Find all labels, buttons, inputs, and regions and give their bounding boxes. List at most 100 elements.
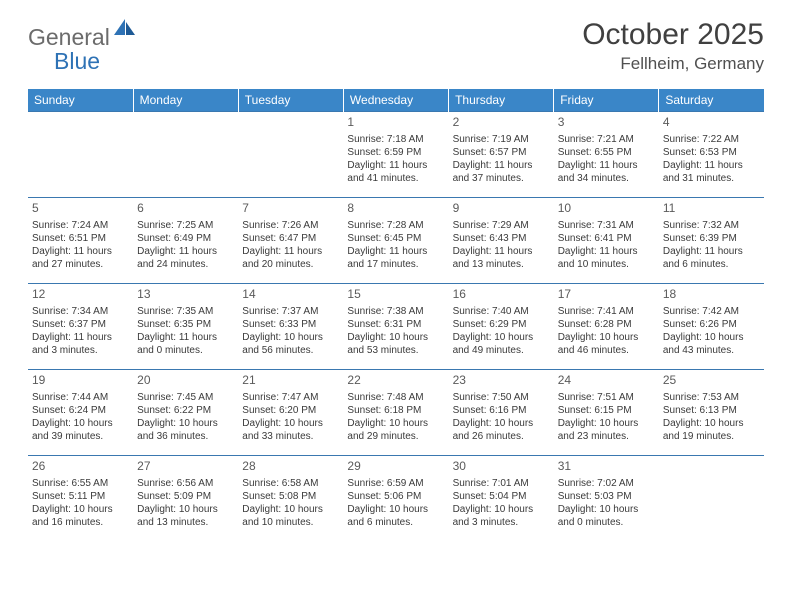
- daylight-text: and 53 minutes.: [347, 344, 444, 357]
- day-number: 16: [453, 287, 550, 303]
- daylight-text: and 27 minutes.: [32, 258, 129, 271]
- sunrise-text: Sunrise: 7:47 AM: [242, 391, 339, 404]
- day-number: 9: [453, 201, 550, 217]
- sunrise-text: Sunrise: 7:28 AM: [347, 219, 444, 232]
- logo-text-blue: Blue: [54, 48, 100, 74]
- sunset-text: Sunset: 6:16 PM: [453, 404, 550, 417]
- daylight-text: and 37 minutes.: [453, 172, 550, 185]
- sunset-text: Sunset: 6:33 PM: [242, 318, 339, 331]
- daylight-text: Daylight: 11 hours: [32, 245, 129, 258]
- calendar-week-row: 19Sunrise: 7:44 AMSunset: 6:24 PMDayligh…: [28, 370, 764, 456]
- calendar-week-row: 12Sunrise: 7:34 AMSunset: 6:37 PMDayligh…: [28, 284, 764, 370]
- daylight-text: Daylight: 10 hours: [347, 503, 444, 516]
- day-number: 21: [242, 373, 339, 389]
- daylight-text: and 0 minutes.: [558, 516, 655, 529]
- calendar-day-cell: 8Sunrise: 7:28 AMSunset: 6:45 PMDaylight…: [343, 198, 448, 284]
- day-number: 31: [558, 459, 655, 475]
- daylight-text: Daylight: 10 hours: [347, 417, 444, 430]
- calendar-day-cell: 14 Sunrise: 7:37 AMSunset: 6:33 PMDayligh…: [238, 284, 343, 370]
- calendar-day-cell: 15Sunrise: 7:38 AMSunset: 6:31 PMDayligh…: [343, 284, 448, 370]
- weekday-header: Tuesday: [238, 89, 343, 112]
- location: Fellheim, Germany: [582, 54, 764, 74]
- sunrise-text: Sunrise: 7:50 AM: [453, 391, 550, 404]
- sunrise-text: Sunrise: 7:42 AM: [663, 305, 760, 318]
- sunset-text: Sunset: 5:08 PM: [242, 490, 339, 503]
- day-number: 14: [242, 287, 339, 303]
- daylight-text: and 13 minutes.: [453, 258, 550, 271]
- calendar-day-cell: 27Sunrise: 6:56 AMSunset: 5:09 PMDayligh…: [133, 456, 238, 542]
- calendar-day-cell: 30Sunrise: 7:01 AMSunset: 5:04 PMDayligh…: [449, 456, 554, 542]
- calendar-day-cell: 3Sunrise: 7:21 AMSunset: 6:55 PMDaylight…: [554, 112, 659, 198]
- daylight-text: Daylight: 10 hours: [558, 503, 655, 516]
- day-number: 22: [347, 373, 444, 389]
- calendar-body: 1Sunrise: 7:18 AMSunset: 6:59 PMDaylight…: [28, 112, 764, 542]
- calendar-day-cell: 1Sunrise: 7:18 AMSunset: 6:59 PMDaylight…: [343, 112, 448, 198]
- day-number: 23: [453, 373, 550, 389]
- calendar-day-cell: 26Sunrise: 6:55 AMSunset: 5:11 PMDayligh…: [28, 456, 133, 542]
- sunset-text: Sunset: 6:15 PM: [558, 404, 655, 417]
- calendar-day-cell: 24Sunrise: 7:51 AMSunset: 6:15 PMDayligh…: [554, 370, 659, 456]
- day-number: 4: [663, 115, 760, 131]
- sunrise-text: Sunrise: 7:25 AM: [137, 219, 234, 232]
- sunset-text: Sunset: 6:29 PM: [453, 318, 550, 331]
- weekday-header: Saturday: [659, 89, 764, 112]
- sunset-text: Sunset: 6:39 PM: [663, 232, 760, 245]
- daylight-text: Daylight: 11 hours: [137, 245, 234, 258]
- daylight-text: Daylight: 11 hours: [242, 245, 339, 258]
- sunrise-text: Sunrise: 7:24 AM: [32, 219, 129, 232]
- day-number: 8: [347, 201, 444, 217]
- calendar-day-cell: 13Sunrise: 7:35 AMSunset: 6:35 PMDayligh…: [133, 284, 238, 370]
- calendar-day-cell: 25Sunrise: 7:53 AMSunset: 6:13 PMDayligh…: [659, 370, 764, 456]
- weekday-header: Wednesday: [343, 89, 448, 112]
- daylight-text: Daylight: 10 hours: [137, 503, 234, 516]
- sunrise-text: Sunrise: 6:59 AM: [347, 477, 444, 490]
- calendar-header-row: SundayMondayTuesdayWednesdayThursdayFrid…: [28, 89, 764, 112]
- sunrise-text: Sunrise: 7:37 AM: [242, 305, 339, 318]
- daylight-text: Daylight: 11 hours: [347, 159, 444, 172]
- title-block: October 2025 Fellheim, Germany: [582, 18, 764, 74]
- daylight-text: and 16 minutes.: [32, 516, 129, 529]
- daylight-text: Daylight: 10 hours: [242, 331, 339, 344]
- day-number: 2: [453, 115, 550, 131]
- calendar-day-cell: 28Sunrise: 6:58 AMSunset: 5:08 PMDayligh…: [238, 456, 343, 542]
- sunset-text: Sunset: 6:26 PM: [663, 318, 760, 331]
- daylight-text: Daylight: 11 hours: [663, 245, 760, 258]
- daylight-text: Daylight: 10 hours: [347, 331, 444, 344]
- sunrise-text: Sunrise: 7:26 AM: [242, 219, 339, 232]
- logo-text-general: General: [28, 24, 110, 51]
- sunrise-text: Sunrise: 7:45 AM: [137, 391, 234, 404]
- sunrise-text: Sunrise: 7:32 AM: [663, 219, 760, 232]
- calendar-day-cell: 16 Sunrise: 7:40 AMSunset: 6:29 PMDayligh…: [449, 284, 554, 370]
- sunrise-text: Sunrise: 7:48 AM: [347, 391, 444, 404]
- sunrise-text: Sunrise: 6:56 AM: [137, 477, 234, 490]
- calendar-day-cell: 20Sunrise: 7:45 AMSunset: 6:22 PMDayligh…: [133, 370, 238, 456]
- daylight-text: and 49 minutes.: [453, 344, 550, 357]
- daylight-text: and 34 minutes.: [558, 172, 655, 185]
- day-number: 19: [32, 373, 129, 389]
- calendar-week-row: 5Sunrise: 7:24 AMSunset: 6:51 PMDaylight…: [28, 198, 764, 284]
- daylight-text: Daylight: 11 hours: [453, 245, 550, 258]
- daylight-text: and 3 minutes.: [453, 516, 550, 529]
- sunrise-text: Sunrise: 7:22 AM: [663, 133, 760, 146]
- weekday-header: Friday: [554, 89, 659, 112]
- day-number: 15: [347, 287, 444, 303]
- daylight-text: Daylight: 10 hours: [453, 331, 550, 344]
- sunrise-text: Sunrise: 7:01 AM: [453, 477, 550, 490]
- calendar-day-cell: 12Sunrise: 7:34 AMSunset: 6:37 PMDayligh…: [28, 284, 133, 370]
- sunset-text: Sunset: 6:57 PM: [453, 146, 550, 159]
- daylight-text: and 56 minutes.: [242, 344, 339, 357]
- calendar-day-cell: 18 Sunrise: 7:42 AMSunset: 6:26 PMDayligh…: [659, 284, 764, 370]
- day-number: 28: [242, 459, 339, 475]
- sunset-text: Sunset: 6:41 PM: [558, 232, 655, 245]
- daylight-text: and 31 minutes.: [663, 172, 760, 185]
- calendar-day-cell: [238, 112, 343, 198]
- daylight-text: Daylight: 10 hours: [453, 503, 550, 516]
- day-number: 18: [663, 287, 760, 303]
- daylight-text: Daylight: 10 hours: [663, 331, 760, 344]
- sunset-text: Sunset: 6:18 PM: [347, 404, 444, 417]
- daylight-text: and 17 minutes.: [347, 258, 444, 271]
- sunset-text: Sunset: 5:04 PM: [453, 490, 550, 503]
- daylight-text: and 46 minutes.: [558, 344, 655, 357]
- sunrise-text: Sunrise: 7:40 AM: [453, 305, 550, 318]
- calendar-table: SundayMondayTuesdayWednesdayThursdayFrid…: [28, 89, 764, 542]
